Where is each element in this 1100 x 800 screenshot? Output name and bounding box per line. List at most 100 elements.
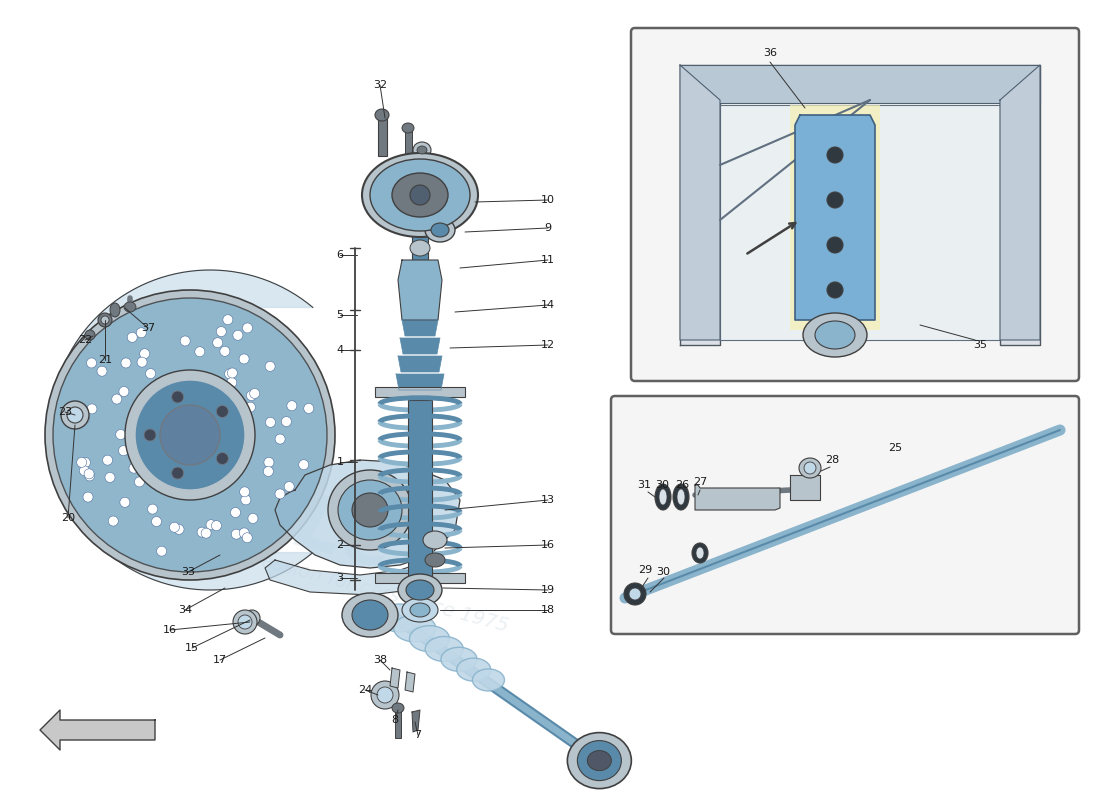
Ellipse shape [799, 458, 821, 478]
Ellipse shape [410, 603, 430, 617]
Ellipse shape [815, 321, 855, 349]
Ellipse shape [84, 469, 95, 479]
Ellipse shape [410, 240, 430, 256]
Ellipse shape [135, 380, 245, 490]
Ellipse shape [197, 527, 207, 537]
Text: 16: 16 [163, 625, 177, 635]
Ellipse shape [119, 386, 129, 397]
Ellipse shape [370, 159, 470, 231]
Text: 17: 17 [213, 655, 227, 665]
Ellipse shape [244, 610, 260, 626]
Ellipse shape [80, 458, 90, 467]
Ellipse shape [392, 703, 404, 713]
Ellipse shape [152, 517, 162, 526]
Text: 15: 15 [185, 643, 199, 653]
Ellipse shape [282, 417, 292, 426]
Ellipse shape [238, 615, 252, 629]
Ellipse shape [431, 223, 449, 237]
Ellipse shape [124, 302, 136, 312]
Polygon shape [275, 460, 460, 568]
Ellipse shape [108, 516, 119, 526]
Ellipse shape [206, 520, 216, 530]
Ellipse shape [804, 462, 816, 474]
Ellipse shape [624, 583, 646, 605]
Bar [408, 400, 432, 580]
Ellipse shape [145, 369, 155, 378]
Ellipse shape [195, 346, 205, 357]
Ellipse shape [98, 313, 112, 327]
Ellipse shape [402, 598, 438, 622]
Ellipse shape [75, 407, 85, 417]
Ellipse shape [220, 346, 230, 356]
Ellipse shape [304, 403, 313, 414]
Polygon shape [402, 320, 438, 336]
Ellipse shape [147, 504, 157, 514]
Ellipse shape [233, 330, 243, 340]
Ellipse shape [284, 482, 294, 491]
Ellipse shape [172, 391, 184, 403]
Ellipse shape [128, 332, 138, 342]
Ellipse shape [241, 495, 251, 505]
Polygon shape [680, 65, 720, 340]
Ellipse shape [245, 402, 255, 412]
Ellipse shape [136, 328, 146, 338]
Ellipse shape [410, 185, 430, 205]
Ellipse shape [79, 466, 89, 476]
Text: 20: 20 [60, 513, 75, 523]
Ellipse shape [371, 681, 399, 709]
Ellipse shape [378, 604, 422, 632]
Text: 37: 37 [141, 323, 155, 333]
Text: 31: 31 [637, 480, 651, 490]
Ellipse shape [231, 529, 241, 539]
Ellipse shape [827, 147, 843, 163]
FancyBboxPatch shape [610, 396, 1079, 634]
Text: 28: 28 [825, 455, 839, 465]
Ellipse shape [275, 489, 285, 499]
Text: 6: 6 [337, 250, 343, 260]
Text: 2: 2 [337, 540, 343, 550]
Text: 22: 22 [78, 335, 92, 345]
Text: 13: 13 [541, 495, 556, 505]
Text: 12: 12 [541, 340, 556, 350]
Ellipse shape [587, 750, 612, 770]
Bar [378, 118, 387, 156]
Text: 34: 34 [178, 605, 192, 615]
Ellipse shape [299, 460, 309, 470]
Ellipse shape [228, 368, 238, 378]
Text: 27: 27 [693, 477, 707, 487]
Ellipse shape [263, 466, 274, 477]
Polygon shape [400, 338, 440, 354]
Ellipse shape [102, 455, 112, 465]
Ellipse shape [827, 192, 843, 208]
Ellipse shape [424, 531, 447, 549]
Text: 30: 30 [654, 480, 669, 490]
Polygon shape [790, 105, 880, 330]
Ellipse shape [692, 543, 708, 563]
Text: 30: 30 [656, 567, 670, 577]
Ellipse shape [402, 123, 414, 133]
Ellipse shape [125, 370, 255, 500]
Ellipse shape [264, 458, 274, 467]
Ellipse shape [242, 323, 253, 333]
Polygon shape [790, 475, 820, 500]
Ellipse shape [53, 298, 327, 572]
Ellipse shape [140, 349, 150, 358]
Polygon shape [398, 356, 442, 372]
Ellipse shape [224, 369, 234, 379]
Ellipse shape [328, 470, 412, 550]
Ellipse shape [101, 316, 109, 324]
Ellipse shape [377, 687, 393, 703]
Ellipse shape [696, 547, 704, 559]
Ellipse shape [240, 487, 250, 497]
Ellipse shape [231, 507, 241, 518]
Ellipse shape [169, 522, 179, 532]
Ellipse shape [275, 434, 285, 444]
Ellipse shape [156, 546, 166, 556]
Ellipse shape [803, 313, 867, 357]
Text: eLe: eLe [236, 474, 403, 586]
Text: 33: 33 [182, 567, 195, 577]
Ellipse shape [287, 401, 297, 410]
Ellipse shape [362, 153, 478, 237]
Polygon shape [50, 270, 312, 590]
Ellipse shape [398, 574, 442, 606]
